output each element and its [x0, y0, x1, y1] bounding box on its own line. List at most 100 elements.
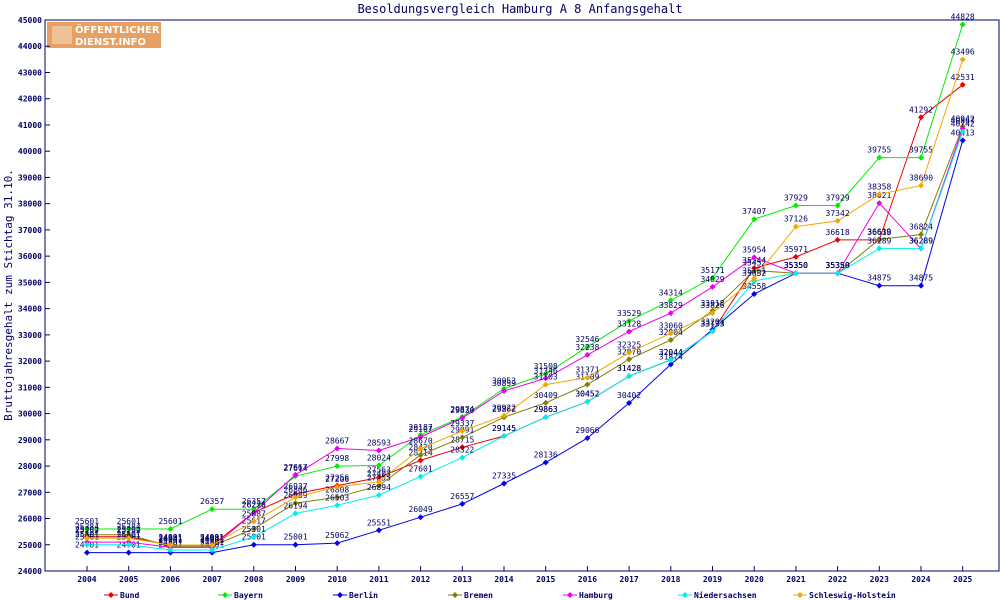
- data-point: [334, 483, 341, 490]
- data-point: [709, 283, 716, 290]
- data-label: 31371: [575, 366, 599, 375]
- y-tick-label: 34000: [18, 305, 42, 314]
- data-label: 25601: [75, 517, 99, 526]
- data-label: 41292: [909, 105, 933, 114]
- data-point: [209, 506, 216, 513]
- data-label: 24981: [158, 533, 182, 542]
- data-label: 25601: [117, 517, 141, 526]
- data-point: [501, 388, 507, 395]
- data-label: 26230: [242, 500, 266, 509]
- data-label: 31428: [617, 364, 641, 373]
- data-label: 32044: [659, 348, 683, 357]
- x-tick-label: 2017: [619, 575, 638, 584]
- data-point: [542, 375, 549, 382]
- legend-marker: [222, 592, 228, 598]
- x-tick-label: 2011: [369, 575, 388, 584]
- data-label: 34314: [659, 288, 683, 297]
- data-label: 35171: [700, 266, 724, 275]
- x-tick-label: 2014: [494, 575, 513, 584]
- x-tick-label: 2024: [911, 575, 930, 584]
- data-point: [84, 541, 90, 548]
- x-tick-label: 2018: [661, 575, 680, 584]
- data-label: 35350: [826, 261, 850, 270]
- data-point: [250, 509, 257, 516]
- data-point: [918, 114, 924, 121]
- plot-area: 24000 25000 26000 27000 28000 29000 30000 31000…: [18, 13, 1000, 584]
- data-point: [292, 500, 299, 507]
- data-point: [626, 356, 633, 363]
- data-label: 31508: [534, 362, 558, 371]
- data-label: 37126: [784, 215, 808, 224]
- data-label: 33918: [700, 299, 724, 308]
- data-point: [918, 231, 924, 238]
- data-label: 35350: [826, 261, 850, 270]
- y-tick-label: 24000: [18, 567, 42, 576]
- y-tick-label: 32000: [18, 357, 42, 366]
- data-point: [584, 351, 591, 358]
- data-point: [542, 381, 549, 388]
- data-point: [959, 125, 966, 132]
- data-label: 25887: [242, 509, 266, 518]
- data-point: [501, 480, 507, 487]
- data-point: [167, 541, 174, 548]
- data-point: [751, 290, 758, 297]
- y-axis-label: Bruttojahresgehalt zum Stichtag 31.10.: [2, 169, 15, 421]
- data-label: 25001: [283, 533, 307, 542]
- data-label: 35350: [784, 261, 808, 270]
- data-point: [84, 531, 90, 538]
- data-label: 29145: [492, 424, 516, 433]
- x-tick-label: 2020: [745, 575, 764, 584]
- data-label: 26808: [325, 485, 349, 494]
- x-tick-label: 2015: [536, 575, 555, 584]
- data-point: [918, 182, 924, 189]
- data-point: [709, 310, 716, 317]
- data-label: 29066: [575, 426, 599, 435]
- data-point: [918, 245, 924, 252]
- data-point: [792, 270, 799, 277]
- logo-background: [47, 22, 161, 48]
- data-label: 33128: [617, 319, 641, 328]
- data-point: [417, 473, 424, 480]
- data-label: 35971: [784, 245, 808, 254]
- legend-entry: Niedersachsen: [694, 590, 757, 600]
- data-label: 36618: [826, 228, 850, 237]
- data-point: [876, 154, 883, 161]
- x-tick-label: 2019: [703, 575, 722, 584]
- data-label: 29922: [492, 404, 516, 413]
- data-label: 35544: [742, 256, 766, 265]
- data-label: 36824: [909, 223, 933, 232]
- data-label: 27563: [367, 466, 391, 475]
- data-label: 26357: [200, 497, 224, 506]
- data-point: [667, 297, 674, 304]
- data-point: [542, 459, 549, 466]
- data-label: 35151: [742, 266, 766, 275]
- data-label: 35452: [742, 259, 766, 268]
- x-tick-label: 2006: [161, 575, 180, 584]
- data-point: [209, 546, 216, 553]
- data-point: [667, 356, 674, 363]
- data-point: [584, 381, 591, 388]
- data-point: [209, 541, 216, 548]
- data-label: 27206: [325, 475, 349, 484]
- data-label: 26503: [325, 493, 349, 502]
- data-point: [542, 371, 549, 378]
- data-point: [751, 267, 758, 274]
- data-point: [876, 236, 883, 243]
- data-point: [667, 310, 674, 317]
- data-point: [334, 494, 341, 501]
- data-label: 27601: [409, 465, 433, 474]
- data-label: 36289: [867, 237, 891, 246]
- x-tick-label: 2012: [411, 575, 430, 584]
- data-label: 33829: [659, 301, 683, 310]
- data-point: [959, 56, 966, 63]
- data-label: 27667: [283, 463, 307, 472]
- data-label: 30953: [492, 377, 516, 386]
- data-label: 28593: [367, 438, 391, 447]
- y-tick-label: 29000: [18, 436, 42, 445]
- data-label: 37929: [784, 194, 808, 203]
- data-label: 25252: [75, 526, 99, 535]
- x-tick-label: 2022: [828, 575, 847, 584]
- data-label: 24941: [200, 534, 224, 543]
- data-label: 36618: [867, 228, 891, 237]
- data-label: 33060: [659, 321, 683, 330]
